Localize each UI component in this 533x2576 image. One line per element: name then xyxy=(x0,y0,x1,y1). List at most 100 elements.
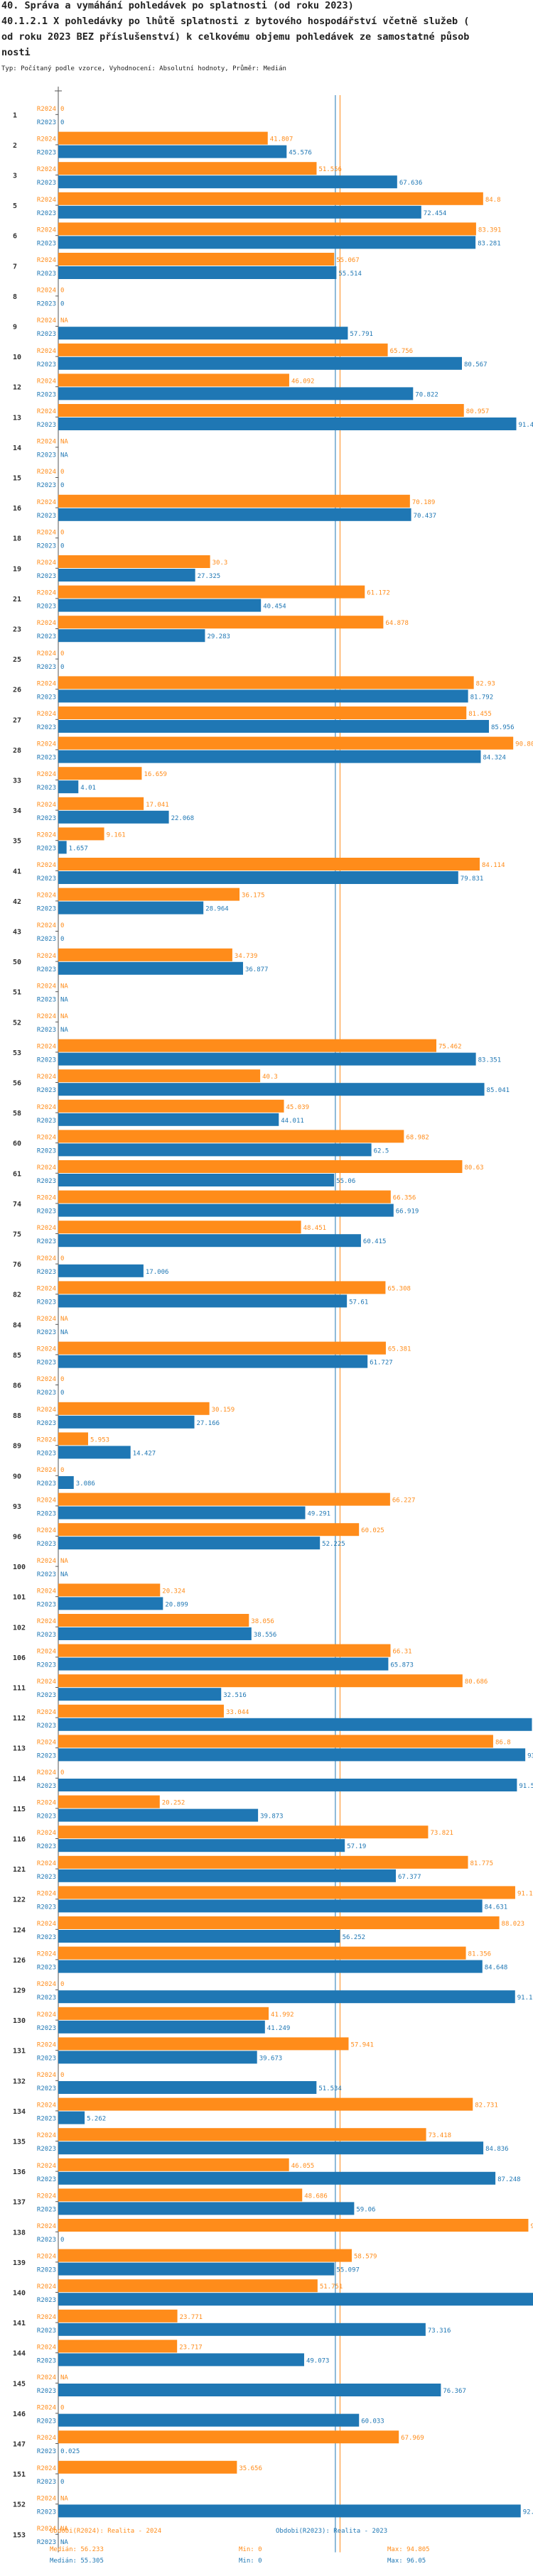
value-label-r2023: 93.21 xyxy=(527,1752,533,1759)
bar-r2023 xyxy=(58,1688,222,1701)
na-label-r2024: NA xyxy=(60,2495,68,2502)
series-label-r2024: R2024 xyxy=(37,2041,56,2048)
series-label-r2024: R2024 xyxy=(37,2254,56,2261)
category-label: 134 xyxy=(13,2108,26,2116)
series-label-r2023: R2023 xyxy=(37,1813,56,1821)
category-label: 15 xyxy=(13,475,21,483)
value-label-r2024: 0 xyxy=(60,1467,64,1474)
series-label-r2023: R2023 xyxy=(37,2297,56,2304)
series-label-r2024: R2024 xyxy=(37,1739,56,1746)
series-label-r2024: R2024 xyxy=(37,2405,56,2412)
category-label: 27 xyxy=(13,716,21,724)
value-label-r2024: 41.992 xyxy=(271,2012,294,2019)
category-label: 9 xyxy=(13,324,17,332)
bar-r2024 xyxy=(58,706,467,719)
bar-r2023 xyxy=(58,2293,533,2306)
na-label-r2024: NA xyxy=(60,983,68,990)
series-label-r2024: R2024 xyxy=(37,560,56,567)
na-label-r2024: NA xyxy=(60,1558,68,1565)
value-label-r2023: 0 xyxy=(60,542,64,550)
value-label-r2023: 84.631 xyxy=(485,1904,508,1911)
bar-r2024 xyxy=(58,131,268,145)
category-label: 130 xyxy=(13,2017,26,2025)
series-label-r2023: R2023 xyxy=(37,815,56,822)
series-label-r2024: R2024 xyxy=(37,257,56,264)
category-label: 35 xyxy=(13,838,21,846)
series-label-r2023: R2023 xyxy=(37,1723,56,1730)
value-label-r2023: 41.249 xyxy=(267,2025,291,2032)
series-label-r2024: R2024 xyxy=(37,197,56,204)
bar-r2023 xyxy=(58,1597,163,1610)
legend-r2024-title: Obdobi(R2024): Realita - 2024 xyxy=(50,2528,162,2535)
value-label-r2023: 1.657 xyxy=(69,845,88,852)
category-label: 106 xyxy=(13,1654,26,1662)
series-label-r2024: R2024 xyxy=(37,1588,56,1595)
series-label-r2023: R2023 xyxy=(37,785,56,792)
value-label-r2023: 17.006 xyxy=(146,1269,169,1276)
series-label-r2024: R2024 xyxy=(37,529,56,536)
bar-r2023 xyxy=(58,810,169,824)
series-label-r2024: R2024 xyxy=(37,2283,56,2291)
bar-r2024 xyxy=(58,404,464,417)
category-label: 3 xyxy=(13,173,17,180)
bar-r2023 xyxy=(58,417,517,430)
series-label-r2023: R2023 xyxy=(37,1087,56,1094)
series-label-r2023: R2023 xyxy=(37,1390,56,1397)
na-label-r2023: NA xyxy=(60,452,68,459)
value-label-r2023: 40.454 xyxy=(263,604,286,611)
bar-r2024 xyxy=(58,1221,301,1234)
value-label-r2024: 36.175 xyxy=(242,893,265,900)
value-label-r2023: 84.324 xyxy=(483,755,506,762)
bar-r2024 xyxy=(58,2219,529,2232)
category-label: 113 xyxy=(13,1745,26,1753)
category-label: 93 xyxy=(13,1503,21,1511)
series-label-r2023: R2023 xyxy=(37,875,56,883)
bar-r2023 xyxy=(58,2141,484,2155)
bar-r2023 xyxy=(58,1990,515,2004)
bar-r2024 xyxy=(58,162,317,175)
series-label-r2023: R2023 xyxy=(37,664,56,671)
series-label-r2024: R2024 xyxy=(37,2102,56,2110)
value-label-r2024: 55.067 xyxy=(336,257,360,264)
bar-r2023 xyxy=(58,356,462,370)
bar-r2024 xyxy=(58,192,483,205)
value-label-r2023: 32.516 xyxy=(223,1692,247,1699)
bar-r2023 xyxy=(58,1174,335,1186)
category-label: 145 xyxy=(13,2380,26,2388)
na-label-r2023: NA xyxy=(60,1027,68,1034)
value-label-r2024: 48.451 xyxy=(303,1225,327,1232)
value-label-r2023: 49.291 xyxy=(308,1511,331,1518)
series-label-r2023: R2023 xyxy=(37,1027,56,1034)
category-label: 114 xyxy=(13,1775,26,1783)
series-label-r2023: R2023 xyxy=(37,1178,56,1185)
series-label-r2024: R2024 xyxy=(37,2163,56,2170)
bar-r2023 xyxy=(58,1113,279,1126)
na-label-r2023: NA xyxy=(60,2539,68,2546)
series-label-r2023: R2023 xyxy=(37,2176,56,2183)
value-label-r2023: 28.964 xyxy=(205,906,229,913)
value-label-r2023: 0.025 xyxy=(60,2448,80,2455)
na-label-r2023: NA xyxy=(60,1571,68,1578)
value-label-r2023: 67.377 xyxy=(398,1874,421,1881)
category-label: 96 xyxy=(13,1534,21,1541)
series-label-r2023: R2023 xyxy=(37,1692,56,1699)
series-label-r2023: R2023 xyxy=(37,2479,56,2486)
category-label: 122 xyxy=(13,1896,26,1904)
category-label: 115 xyxy=(13,1806,26,1813)
category-label: 85 xyxy=(13,1352,21,1360)
series-label-r2023: R2023 xyxy=(37,271,56,278)
bar-r2023 xyxy=(58,1960,483,1973)
bar-r2024 xyxy=(58,2460,237,2474)
value-label-r2023: 60.415 xyxy=(363,1238,387,1245)
value-label-r2024: 91.197 xyxy=(517,1890,533,1897)
series-label-r2024: R2024 xyxy=(37,2072,56,2079)
bar-r2024 xyxy=(58,1886,515,1899)
value-label-r2023: 76.367 xyxy=(443,2388,466,2395)
category-label: 16 xyxy=(13,505,21,513)
value-label-r2024: 16.659 xyxy=(144,771,167,778)
category-label: 6 xyxy=(13,233,17,241)
value-label-r2024: 0 xyxy=(60,1376,64,1383)
category-label: 135 xyxy=(13,2139,26,2146)
bar-r2024 xyxy=(58,1704,224,1718)
bar-r2023 xyxy=(58,1476,74,1489)
